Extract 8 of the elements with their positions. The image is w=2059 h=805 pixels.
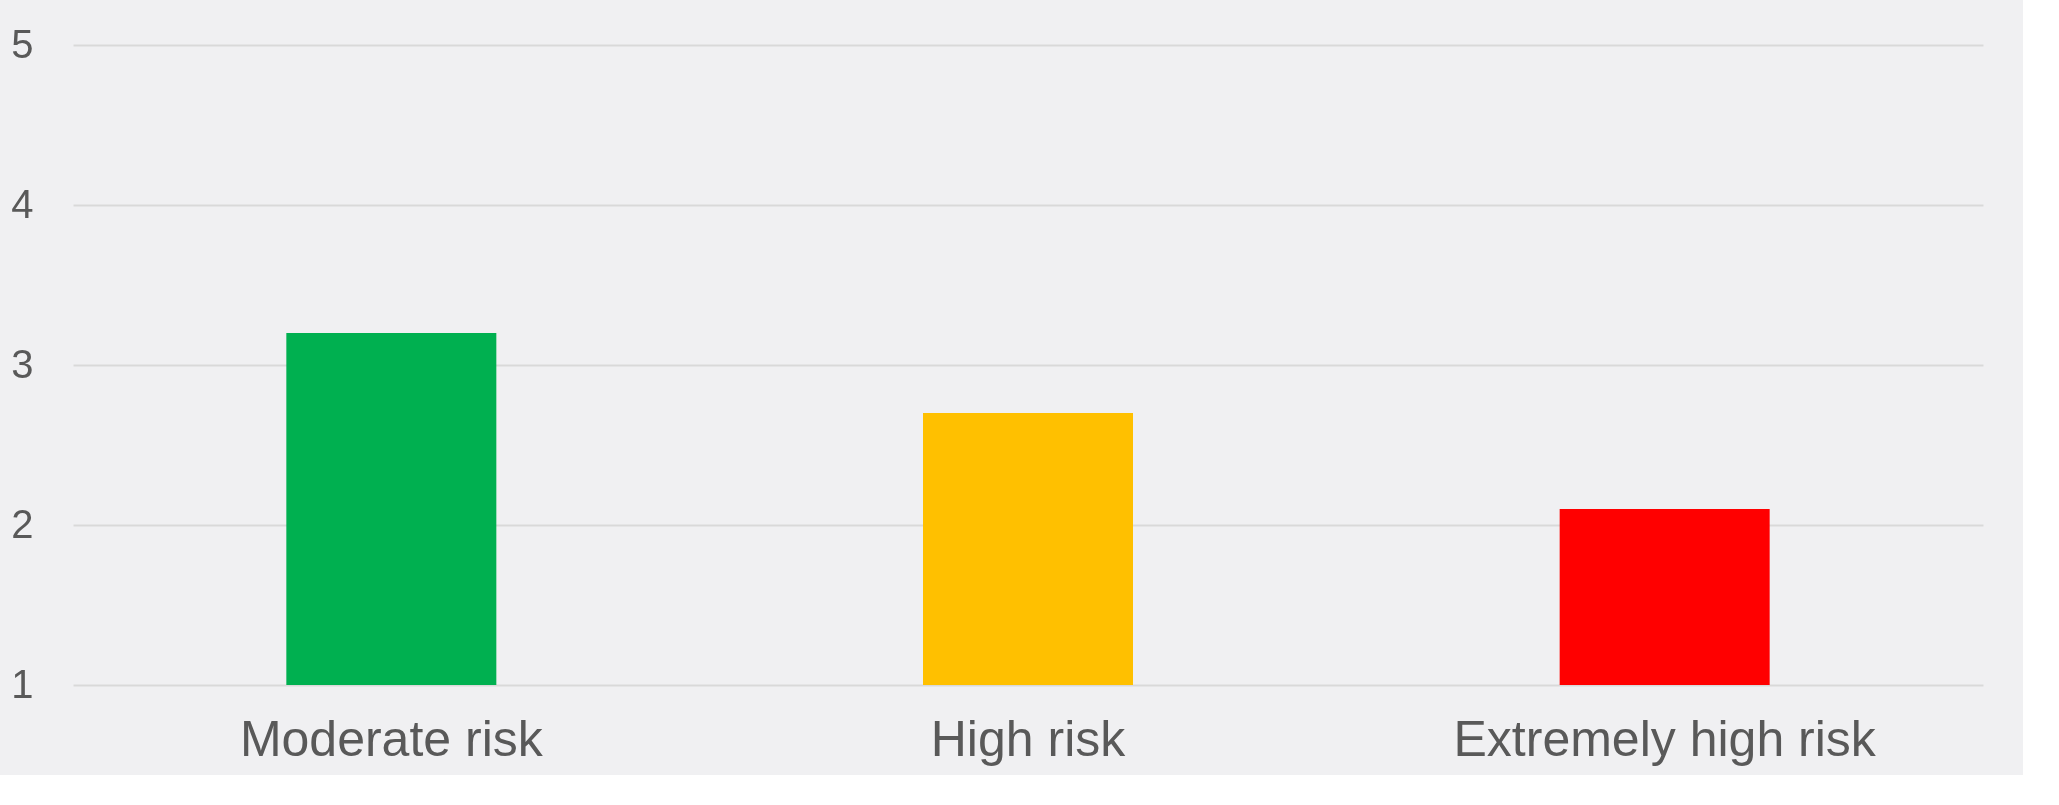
x-tick-label: Extremely high risk [1453,710,1877,767]
y-tick-label: 4 [11,181,34,226]
y-tick-label: 5 [11,21,34,66]
y-tick-label: 3 [11,341,34,386]
y-tick-label: 2 [11,501,34,546]
y-tick-label: 1 [11,661,34,706]
x-tick-label: High risk [930,710,1127,767]
x-tick-label: Moderate risk [239,710,544,767]
